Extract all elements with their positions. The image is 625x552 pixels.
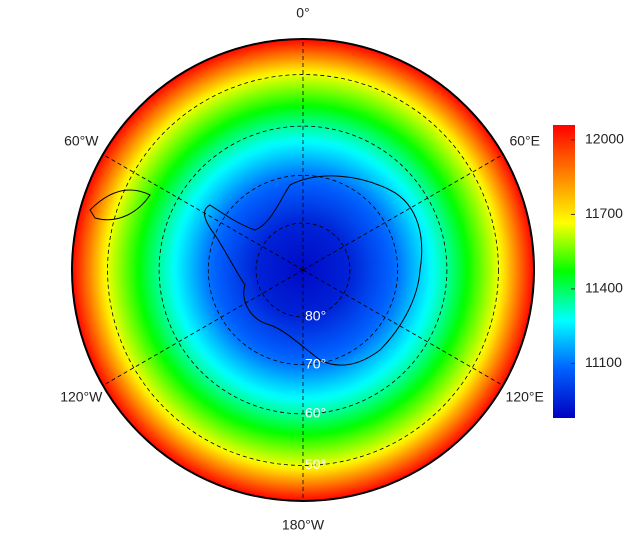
parallel-line (255, 222, 351, 318)
antarctica-coastline (204, 175, 423, 366)
parallel-label: 50° (305, 456, 326, 472)
meridian-line (102, 269, 304, 386)
parallel-label: 60° (305, 405, 326, 421)
meridian-label: 120°W (60, 389, 103, 405)
colorbar-tick-label: 11400 (585, 280, 623, 296)
meridian-label: 180°W (282, 517, 325, 533)
colorbar (553, 125, 575, 418)
map-boundary (71, 38, 535, 502)
meridian-label: 120°E (506, 389, 544, 405)
meridian-label: 60°W (64, 133, 99, 149)
meridian-label: 60°E (509, 133, 540, 149)
south-america-coastline (89, 189, 151, 221)
colorbar-tick-label: 11700 (585, 205, 623, 221)
colorbar-tick-label: 11100 (585, 354, 622, 370)
graticule (102, 39, 504, 501)
meridian-line (302, 154, 504, 271)
parallel-line (107, 74, 499, 466)
colorbar-tick-label: 12000 (585, 131, 624, 147)
meridian-line (102, 154, 304, 271)
parallel-label: 80° (305, 308, 326, 324)
meridian-label: 0° (296, 5, 309, 21)
meridian-line (302, 269, 504, 386)
parallel-label: 70° (305, 355, 326, 371)
